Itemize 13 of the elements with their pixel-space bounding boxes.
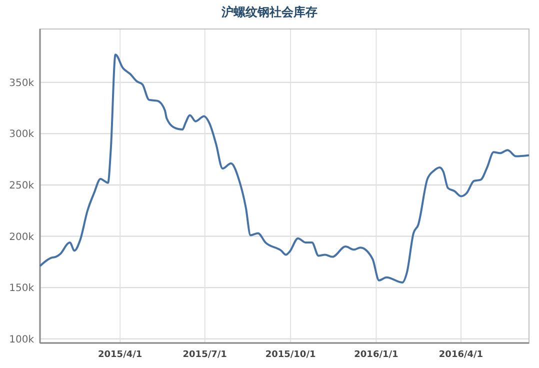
y-tick-label: 150k [9, 283, 34, 294]
line-series [39, 54, 530, 284]
x-tick-label: 2015/7/1 [182, 350, 227, 360]
y-tick-label: 350k [9, 78, 34, 89]
x-tick-label: 2016/1/1 [354, 350, 398, 360]
x-tick-label: 2016/4/1 [438, 350, 484, 360]
x-tick-label: 2015/4/1 [98, 350, 142, 360]
y-tick-label: 300k [9, 129, 34, 140]
y-tick-label: 100k [9, 334, 34, 346]
x-tick-label: 2015/10/1 [265, 350, 316, 360]
y-tick-label: 200k [9, 232, 34, 243]
chart-title: 沪螺纹钢社会库存 [220, 5, 318, 19]
y-tick-label: 250k [9, 180, 34, 192]
